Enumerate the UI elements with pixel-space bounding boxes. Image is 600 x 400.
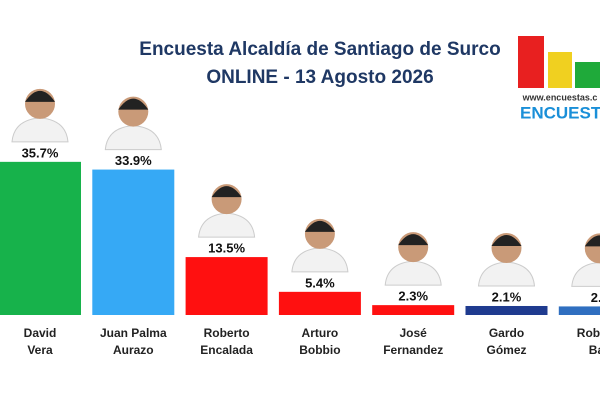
bar: [278, 291, 361, 315]
value-label: 33.9%: [115, 153, 152, 168]
x-tick-label: Gardo Gómez: [486, 326, 527, 357]
logo-block: [548, 52, 572, 88]
photo-shoulders: [291, 247, 349, 273]
bar: [372, 305, 455, 315]
photo-shoulders: [571, 261, 600, 287]
x-tick-label: José Fernandez: [383, 326, 444, 357]
photo-shoulders: [384, 260, 442, 286]
photo-hair: [25, 90, 55, 102]
chart-title: Encuesta Alcaldía de Santiago de Surco: [139, 39, 500, 60]
logo: www.encuestas.c ENCUEST: [518, 36, 600, 122]
bar: [92, 169, 175, 315]
value-label: 2.3%: [398, 289, 428, 304]
photo-hair: [584, 235, 600, 247]
photo-hair: [118, 98, 149, 110]
logo-block: [518, 36, 544, 88]
photo-shoulders: [477, 261, 536, 287]
photo-hair: [491, 234, 522, 246]
photo-hair: [304, 220, 335, 232]
value-label: 5.4%: [305, 275, 335, 290]
bar: [558, 306, 600, 315]
logo-text: ENCUEST: [520, 103, 600, 122]
value-label: 2.1%: [492, 289, 522, 304]
photo-hair: [398, 234, 429, 246]
value-label: 2.0: [591, 290, 600, 305]
photo-shoulders: [104, 125, 162, 151]
value-label: 35.7%: [22, 145, 59, 160]
x-tick-label: David Vera: [23, 326, 57, 357]
x-tick-label: Arturo Bobbio: [299, 326, 341, 357]
photo-hair: [211, 186, 242, 198]
x-tick-label: Roberto Encalada: [200, 326, 253, 357]
logo-url: www.encuestas.c: [522, 92, 598, 102]
bar: [0, 161, 81, 315]
x-tick-label: Juan Palma Aurazo: [99, 326, 167, 357]
photo-shoulders: [11, 117, 69, 143]
bar: [465, 305, 548, 315]
logo-block: [575, 62, 600, 88]
x-tick-label: Roberto Bac: [576, 326, 600, 357]
value-label: 13.5%: [208, 241, 245, 256]
bar: [185, 257, 268, 315]
photo-shoulders: [198, 212, 256, 238]
chart-subtitle: ONLINE - 13 Agosto 2026: [206, 67, 433, 88]
